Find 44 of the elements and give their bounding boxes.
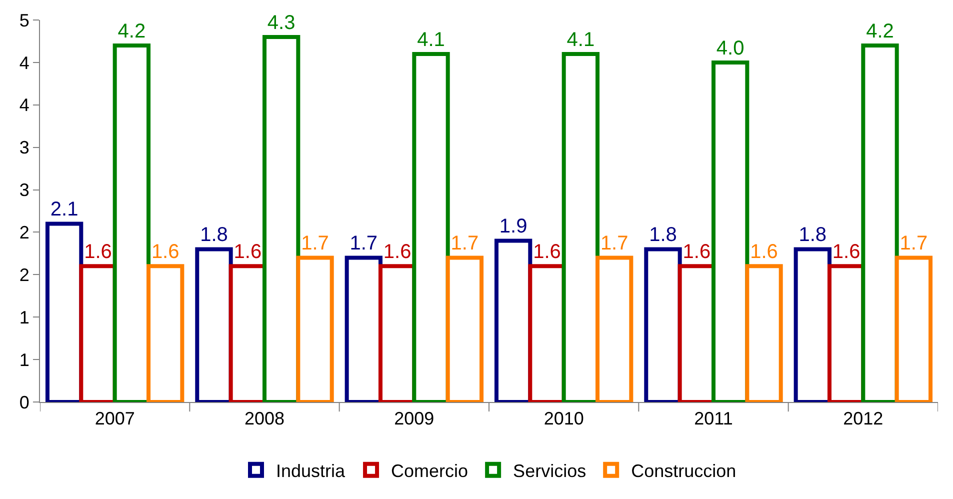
y-tick-label: 3 — [19, 138, 30, 158]
data-label: 1.6 — [682, 241, 711, 264]
y-tick-label: 5 — [19, 10, 30, 30]
data-label: 1.6 — [533, 241, 561, 264]
data-label: 1.6 — [750, 241, 778, 264]
data-label: 1.6 — [151, 241, 180, 264]
y-tick-label: 4 — [19, 52, 30, 73]
data-label: 4.2 — [118, 20, 146, 42]
legend-label: Servicios — [513, 460, 586, 481]
data-label: 1.6 — [832, 241, 860, 264]
data-label: 1.6 — [234, 241, 262, 264]
x-tick-label: 2009 — [394, 408, 434, 429]
y-tick-label: 1 — [19, 307, 30, 328]
y-tick-label: 0 — [19, 392, 30, 412]
data-label: 1.7 — [600, 232, 628, 255]
data-label: 1.6 — [383, 241, 412, 264]
legend-label: Comercio — [391, 460, 468, 481]
data-label: 1.7 — [450, 232, 479, 255]
y-tick-label: 2 — [19, 264, 30, 285]
y-tick-label: 1 — [19, 350, 30, 370]
x-tick-label: 2012 — [843, 408, 884, 429]
x-tick-label: 2011 — [694, 408, 733, 429]
data-label: 1.8 — [649, 224, 677, 246]
legend-label: Industria — [276, 460, 346, 481]
x-tick-label: 2010 — [544, 408, 584, 429]
data-label: 1.9 — [499, 216, 528, 238]
data-label: 1.7 — [350, 232, 378, 255]
x-tick-label: 2008 — [244, 408, 285, 429]
data-label: 4.0 — [716, 37, 744, 60]
data-label: 1.8 — [200, 224, 228, 246]
data-label: 1.7 — [900, 232, 928, 255]
data-label: 4.1 — [566, 28, 595, 51]
data-label: 4.1 — [417, 28, 445, 51]
data-label: 4.3 — [267, 12, 296, 34]
data-label: 1.6 — [84, 241, 112, 264]
y-tick-label: 4 — [19, 95, 30, 116]
x-tick-label: 2007 — [94, 408, 135, 429]
data-label: 1.7 — [301, 232, 329, 255]
y-tick-label: 2 — [19, 222, 30, 243]
data-label: 2.1 — [50, 198, 78, 221]
data-label: 1.8 — [798, 224, 827, 246]
y-tick-label: 3 — [19, 180, 30, 200]
legend-label: Construccion — [631, 460, 736, 481]
data-label: 4.2 — [866, 20, 894, 42]
